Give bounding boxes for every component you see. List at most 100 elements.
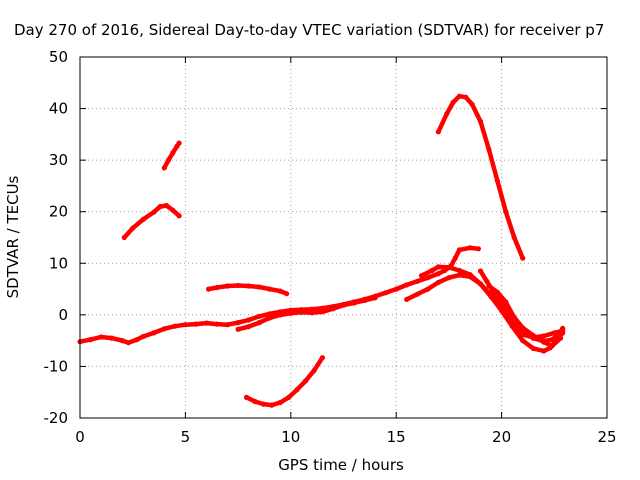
data-point [256, 284, 262, 290]
data-point [288, 310, 294, 316]
data-point [467, 245, 473, 251]
x-tick-label: 5 [181, 428, 191, 446]
data-point [404, 296, 410, 302]
data-point [494, 289, 500, 295]
data-point [109, 335, 115, 341]
data-point [446, 275, 452, 281]
data-point [429, 267, 435, 274]
y-tick-label: 0 [58, 306, 68, 324]
data-point [435, 264, 441, 270]
data-point [87, 337, 94, 343]
data-point [214, 284, 220, 291]
data-point [463, 94, 469, 100]
data-point [163, 202, 169, 209]
data-point [311, 368, 317, 374]
x-axis-label: GPS time / hours [278, 456, 404, 474]
y-tick-label: 50 [49, 48, 68, 66]
data-point [425, 275, 431, 281]
data-point [246, 317, 252, 323]
data-point [203, 320, 210, 326]
grid-lines [80, 57, 607, 418]
x-tick-label: 20 [492, 428, 511, 446]
data-point [134, 337, 140, 343]
data-point [520, 255, 526, 261]
y-tick-label: 10 [49, 254, 68, 272]
data-point [277, 288, 283, 294]
data-point [267, 286, 273, 292]
data-point [140, 333, 146, 340]
data-point [303, 378, 309, 384]
data-point [446, 264, 452, 270]
data-point [560, 328, 566, 334]
x-tick-label: 15 [387, 428, 406, 446]
data-point [246, 283, 252, 289]
data-point [151, 209, 157, 215]
data-point [176, 140, 182, 146]
data-point [235, 282, 241, 289]
data-point [520, 325, 526, 331]
data-point [541, 348, 547, 354]
data-point [309, 310, 315, 316]
data-point [551, 330, 557, 336]
data-point [121, 234, 127, 241]
data-point [558, 335, 564, 341]
y-axis-label: SDTVAR / TECUs [4, 175, 22, 298]
data-point [486, 283, 492, 289]
data-point [530, 332, 536, 339]
data-point [252, 398, 258, 405]
data-point [414, 291, 420, 297]
data-point [520, 331, 526, 338]
data-point [488, 294, 494, 300]
data-point [235, 326, 241, 332]
data-point [425, 286, 431, 292]
data-point [235, 320, 241, 326]
series-evening-branch-b [419, 264, 565, 354]
data-point [140, 216, 146, 222]
data-point [362, 297, 368, 303]
data-point [456, 267, 462, 274]
data-point [477, 118, 484, 125]
data-point [404, 282, 410, 288]
data-point [503, 299, 509, 305]
data-point [298, 309, 304, 315]
data-point [267, 315, 273, 321]
data-point [243, 394, 250, 400]
y-tick-label: 40 [49, 100, 68, 118]
data-point [277, 312, 283, 318]
data-point [456, 272, 462, 278]
data-point [467, 272, 473, 278]
data-point [130, 225, 136, 231]
data-point [260, 401, 266, 407]
data-point [246, 324, 252, 330]
data-point [256, 313, 262, 319]
data-point [414, 278, 420, 284]
data-point [505, 312, 511, 318]
data-point [475, 246, 481, 252]
data-point [286, 394, 292, 400]
data-point [435, 271, 441, 277]
data-point [372, 295, 378, 301]
data-point [256, 320, 262, 326]
data-point [351, 300, 357, 306]
data-point [284, 291, 290, 297]
series-evening-branch-a [404, 272, 565, 344]
data-point [541, 339, 547, 345]
data-point [269, 402, 275, 408]
data-point [319, 309, 325, 315]
chart-title: Day 270 of 2016, Sidereal Day-to-day VTE… [14, 21, 604, 39]
y-tick-label: 30 [49, 151, 68, 169]
data-point [520, 338, 526, 344]
data-point [541, 333, 547, 339]
data-point [170, 150, 176, 156]
data-point [452, 255, 458, 261]
data-point [119, 338, 125, 344]
data-point [172, 323, 178, 329]
x-tick-label: 25 [597, 428, 616, 446]
data-point [225, 322, 231, 328]
data-point [170, 207, 176, 213]
data-point [444, 111, 450, 117]
data-point [435, 129, 441, 135]
data-point [530, 345, 536, 351]
data-point [549, 343, 555, 349]
